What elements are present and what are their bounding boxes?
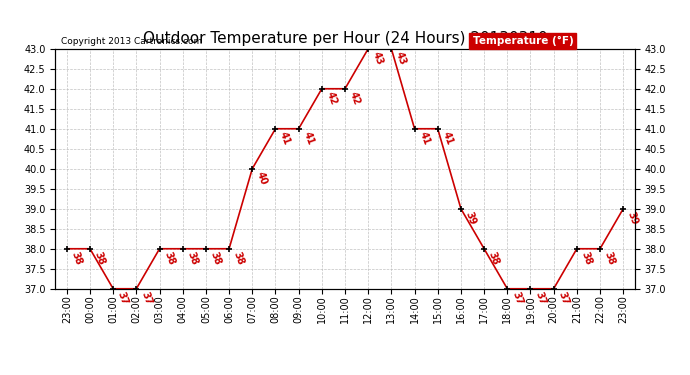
Title: Outdoor Temperature per Hour (24 Hours) 20130310: Outdoor Temperature per Hour (24 Hours) …: [143, 31, 547, 46]
Text: 37: 37: [533, 290, 547, 306]
Text: 41: 41: [278, 130, 293, 146]
Text: 43: 43: [394, 50, 408, 66]
Text: 38: 38: [603, 250, 617, 266]
Text: 38: 38: [580, 250, 593, 266]
Text: 38: 38: [487, 250, 501, 266]
Text: 37: 37: [510, 290, 524, 306]
Text: 38: 38: [208, 250, 223, 266]
Text: 40: 40: [255, 170, 269, 186]
Text: 37: 37: [116, 290, 130, 306]
Text: Copyright 2013 Cartronics.com: Copyright 2013 Cartronics.com: [61, 38, 202, 46]
Text: 38: 38: [92, 250, 107, 266]
Text: 39: 39: [626, 210, 640, 226]
Text: 39: 39: [464, 210, 477, 226]
Text: 37: 37: [556, 290, 571, 306]
Text: 43: 43: [371, 50, 385, 66]
Text: 38: 38: [232, 250, 246, 266]
Text: 42: 42: [324, 90, 339, 106]
Text: 41: 41: [302, 130, 315, 146]
Text: 41: 41: [440, 130, 455, 146]
Text: Temperature (°F): Temperature (°F): [473, 36, 573, 46]
Text: 38: 38: [70, 250, 83, 266]
Text: 38: 38: [162, 250, 177, 266]
Text: 42: 42: [348, 90, 362, 106]
Text: 38: 38: [186, 250, 199, 266]
Text: 41: 41: [417, 130, 431, 146]
Text: 37: 37: [139, 290, 153, 306]
